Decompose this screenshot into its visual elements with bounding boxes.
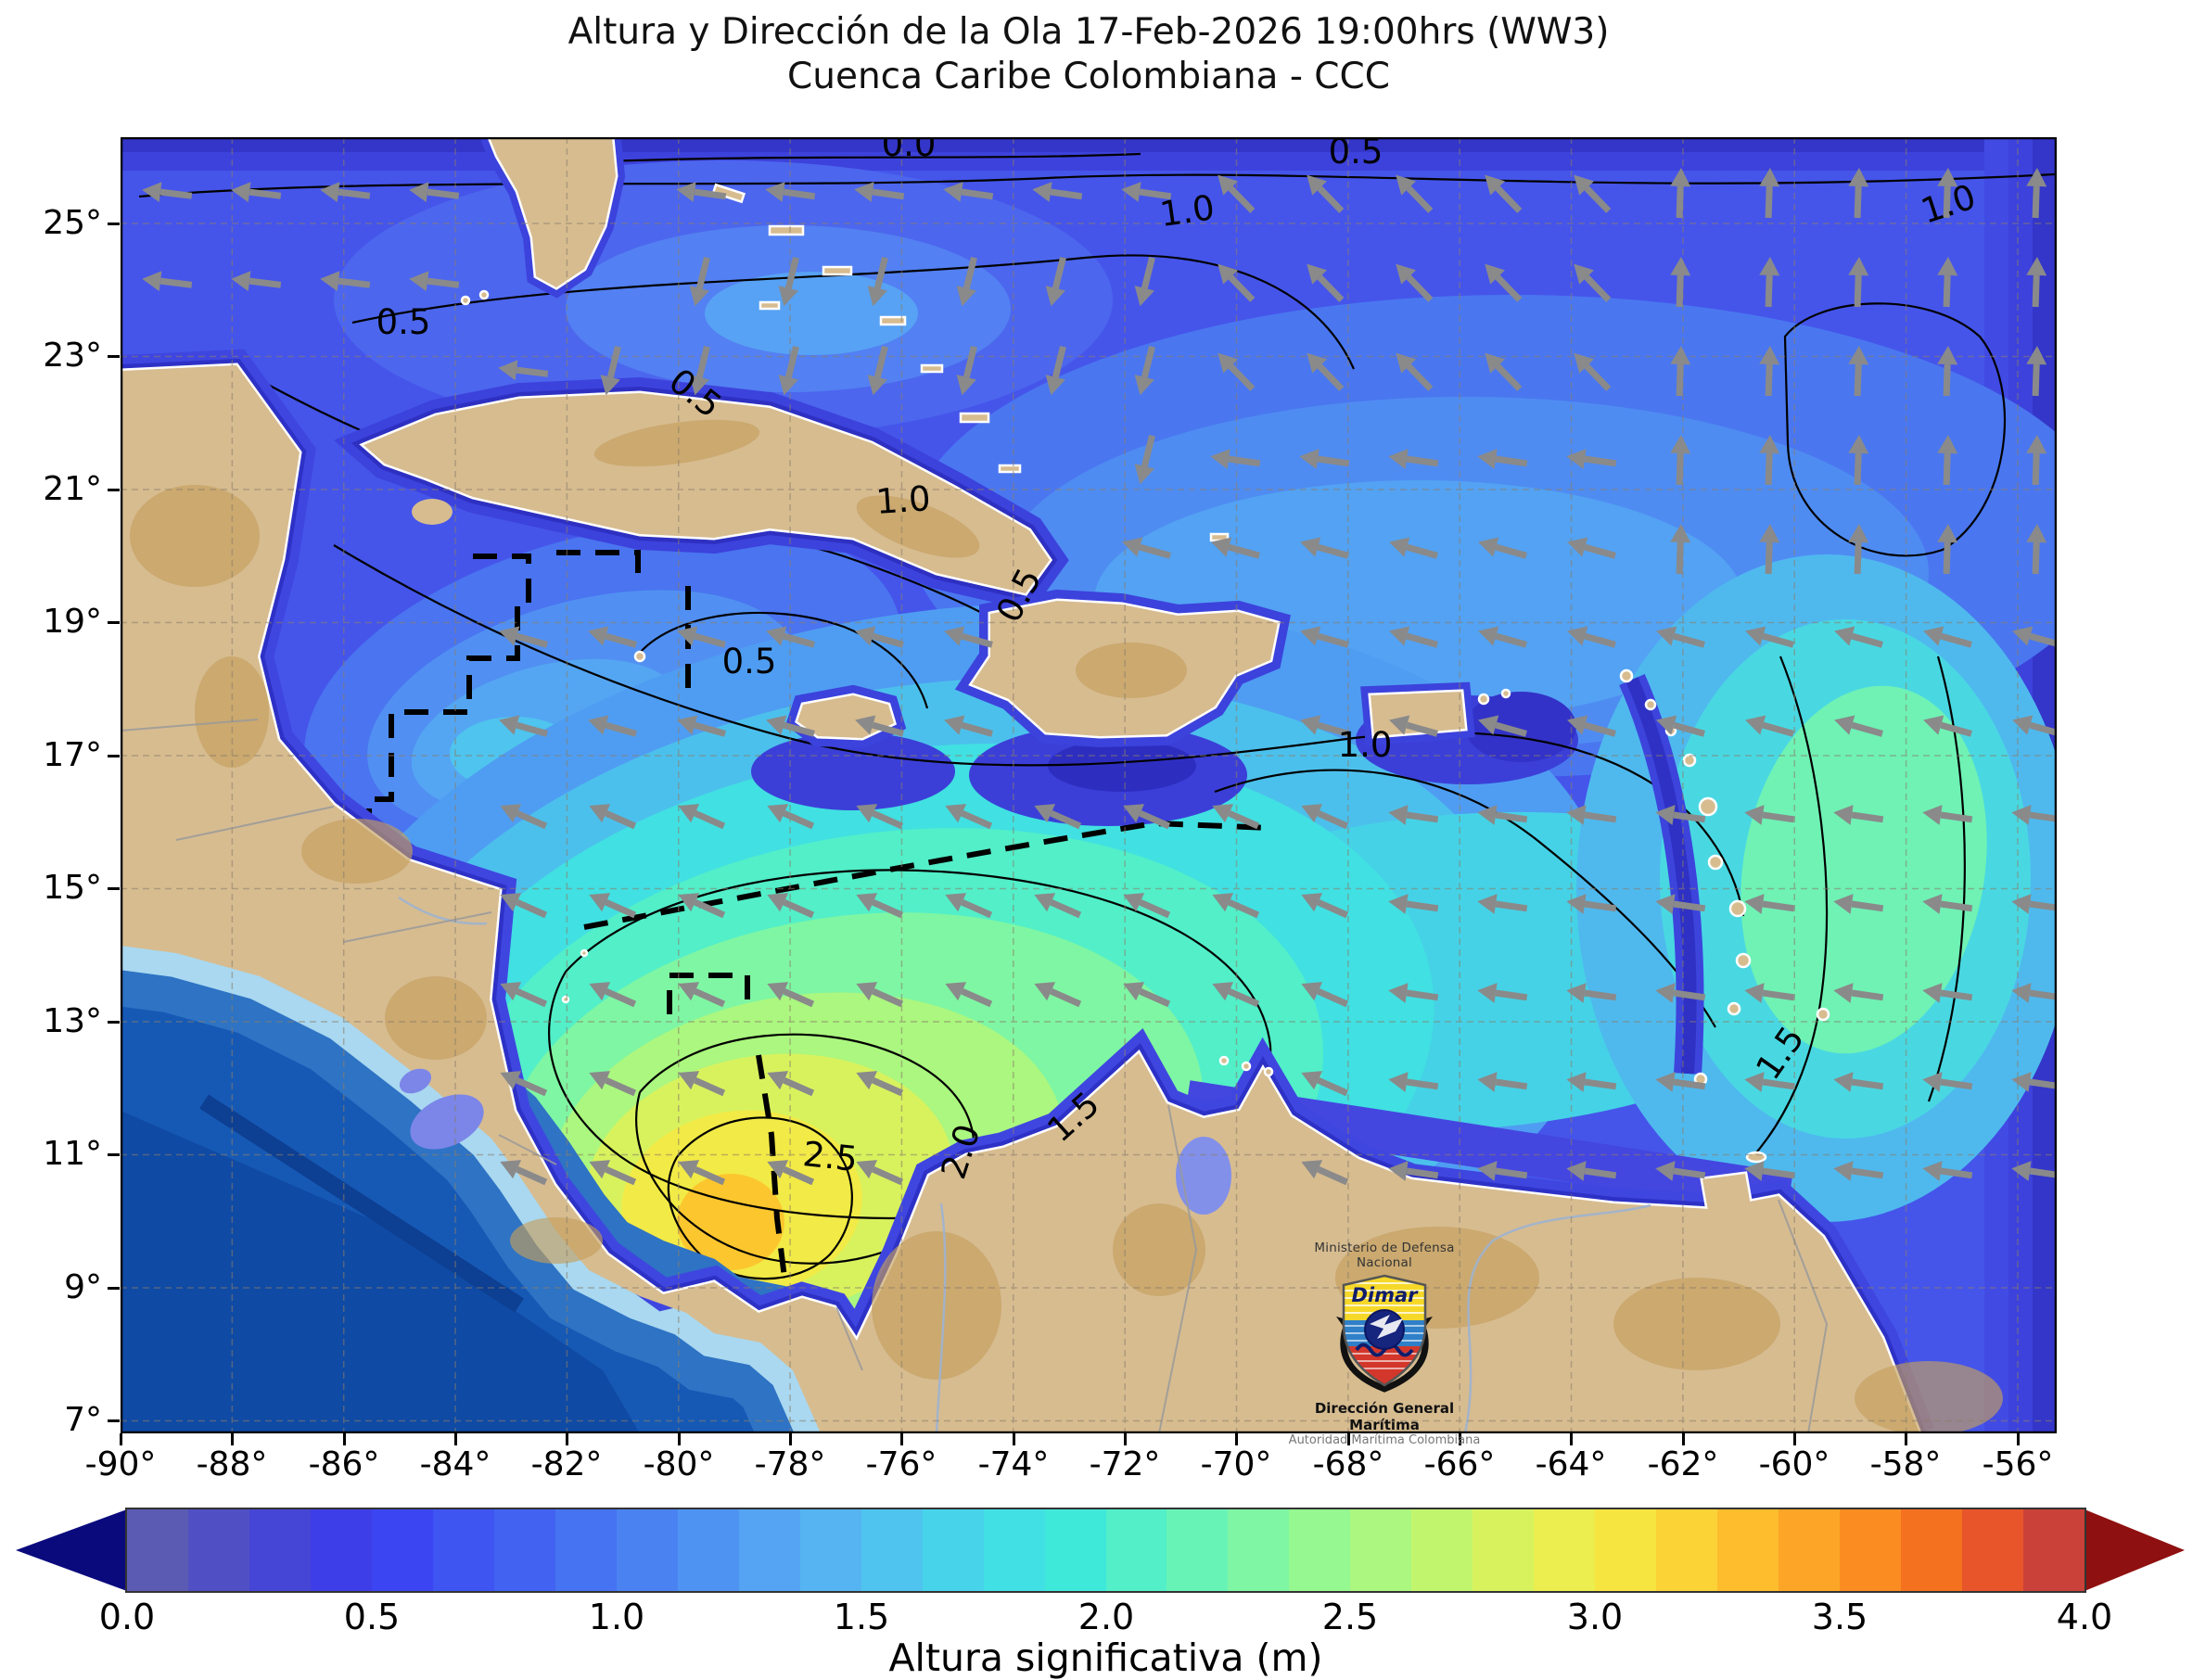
colorbar-segment bbox=[187, 1509, 249, 1591]
colorbar-tick: 0.5 bbox=[343, 1597, 401, 1637]
x-tick: -88° bbox=[196, 1445, 268, 1483]
colorbar-segment bbox=[861, 1509, 923, 1591]
x-tick: -70° bbox=[1200, 1445, 1272, 1483]
x-tick: -90° bbox=[84, 1445, 157, 1483]
colorbar-segment bbox=[1411, 1509, 1473, 1591]
colorbar-tick: 1.5 bbox=[833, 1597, 890, 1637]
x-tick: -60° bbox=[1758, 1445, 1830, 1483]
wave-direction-arrows bbox=[142, 168, 2057, 1186]
y-tick: 19° bbox=[43, 603, 102, 641]
y-tick: 11° bbox=[43, 1135, 102, 1173]
colorbar-label: Altura significativa (m) bbox=[888, 1635, 1323, 1680]
colorbar-segment bbox=[1840, 1509, 1902, 1591]
colorbar-under-arrow bbox=[16, 1509, 127, 1591]
anchor-icon bbox=[1340, 1329, 1429, 1393]
colorbar-segment bbox=[310, 1509, 372, 1591]
colorbar-segment bbox=[1534, 1509, 1596, 1591]
colorbar-segment bbox=[1167, 1509, 1229, 1591]
x-tick: -80° bbox=[643, 1445, 715, 1483]
colorbar-segment bbox=[371, 1509, 433, 1591]
x-tick: -84° bbox=[419, 1445, 491, 1483]
colorbar-tick: 2.5 bbox=[1321, 1597, 1379, 1637]
colorbar-segment bbox=[249, 1509, 311, 1591]
x-tick: -64° bbox=[1535, 1445, 1607, 1483]
contour-label: 0.0 bbox=[882, 137, 937, 164]
y-tick: 23° bbox=[43, 337, 102, 375]
y-tick: 25° bbox=[43, 204, 102, 242]
dimar-shield-icon: Dimar bbox=[1336, 1274, 1433, 1393]
colorbar-tick: 1.0 bbox=[588, 1597, 645, 1637]
wave-map-svg: 0.0 0.5 1.0 1.0 0.5 0.5 0.5 0.5 1.0 1.0 … bbox=[121, 137, 2057, 1433]
graticule-grid bbox=[121, 137, 2057, 1433]
colorbar-tick: 4.0 bbox=[2056, 1597, 2113, 1637]
colorbar-segment bbox=[1350, 1509, 1412, 1591]
colorbar-segment bbox=[677, 1509, 739, 1591]
contour-label: 0.5 bbox=[722, 642, 777, 681]
y-tick: 15° bbox=[43, 869, 102, 907]
y-tick: 7° bbox=[64, 1401, 102, 1439]
contour-label: 1.0 bbox=[874, 478, 932, 522]
colorbar-segment bbox=[1656, 1509, 1718, 1591]
x-tick: -56° bbox=[1982, 1445, 2054, 1483]
colorbar-segment bbox=[983, 1509, 1045, 1591]
x-tick: -86° bbox=[308, 1445, 380, 1483]
x-tick: -74° bbox=[977, 1445, 1050, 1483]
page-subtitle: Cuenca Caribe Colombiana - CCC bbox=[787, 56, 1390, 97]
contour-label: 2.5 bbox=[801, 1134, 860, 1179]
x-tick: -72° bbox=[1089, 1445, 1161, 1483]
contour-label: 1.0 bbox=[1157, 187, 1217, 235]
wave-map: 0.0 0.5 1.0 1.0 0.5 0.5 0.5 0.5 1.0 1.0 … bbox=[121, 137, 2057, 1433]
authority-label: Autoridad Marítima Colombiana bbox=[1288, 1433, 1481, 1447]
page-title: Altura y Dirección de la Ola 17-Feb-2026… bbox=[567, 11, 1610, 53]
colorbar-segment bbox=[1044, 1509, 1106, 1591]
lake-maracaibo bbox=[1176, 1137, 1231, 1215]
colorbar-segment bbox=[922, 1509, 984, 1591]
contour-label: 0.5 bbox=[1329, 137, 1383, 172]
y-tick: 17° bbox=[43, 736, 102, 774]
map-border bbox=[121, 137, 2057, 1433]
x-tick: -82° bbox=[530, 1445, 603, 1483]
land-masses bbox=[121, 137, 2003, 1433]
lake-nicaragua bbox=[410, 1094, 484, 1150]
colorbar-segment bbox=[738, 1509, 800, 1591]
x-tick: -62° bbox=[1647, 1445, 1719, 1483]
colorbar-segment bbox=[1901, 1509, 1963, 1591]
dimar-logo: Ministerio de Defensa Nacional bbox=[1287, 1241, 1482, 1447]
org-label: Dirección General Marítima bbox=[1314, 1400, 1455, 1433]
colorbar-segment bbox=[1473, 1509, 1535, 1591]
x-tick: -66° bbox=[1423, 1445, 1496, 1483]
colorbar-tick: 3.0 bbox=[1566, 1597, 1624, 1637]
x-tick: -58° bbox=[1869, 1445, 1942, 1483]
y-tick: 13° bbox=[43, 1002, 102, 1040]
colorbar-segment bbox=[1595, 1509, 1657, 1591]
colorbar-segment bbox=[2023, 1509, 2085, 1591]
colorbar-segment bbox=[1105, 1509, 1167, 1591]
colorbar-segment bbox=[555, 1509, 617, 1591]
x-tick: -78° bbox=[754, 1445, 826, 1483]
colorbar bbox=[125, 1508, 2086, 1593]
colorbar-segment bbox=[127, 1509, 188, 1591]
x-tick: -68° bbox=[1312, 1445, 1384, 1483]
colorbar-segment bbox=[1962, 1509, 2024, 1591]
colorbar-segment bbox=[616, 1509, 678, 1591]
colorbar-segment bbox=[493, 1509, 555, 1591]
colorbar-segment bbox=[1779, 1509, 1841, 1591]
ministry-label: Ministerio de Defensa Nacional bbox=[1314, 1241, 1455, 1270]
colorbar-segment bbox=[1717, 1509, 1779, 1591]
colorbar-segment bbox=[799, 1509, 861, 1591]
colorbar-segment bbox=[1228, 1509, 1290, 1591]
colorbar-tick: 0.0 bbox=[98, 1597, 156, 1637]
x-tick: -76° bbox=[865, 1445, 937, 1483]
colorbar-over-arrow bbox=[2085, 1509, 2185, 1591]
colorbar-tick: 3.5 bbox=[1811, 1597, 1868, 1637]
dimar-brand-label: Dimar bbox=[1351, 1284, 1419, 1306]
contour-label: 1.0 bbox=[1338, 725, 1393, 765]
colorbar-tick: 2.0 bbox=[1077, 1597, 1135, 1637]
colorbar-segment bbox=[432, 1509, 494, 1591]
colorbar-segment bbox=[1289, 1509, 1351, 1591]
y-tick: 9° bbox=[64, 1268, 102, 1306]
contour-label: 0.5 bbox=[376, 302, 431, 342]
y-tick: 21° bbox=[43, 470, 102, 508]
